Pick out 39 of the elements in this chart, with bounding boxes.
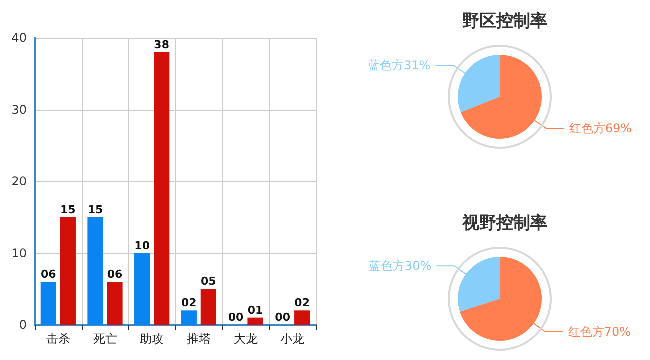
chart-title: 视野控制率 <box>462 214 548 234</box>
slice-label: 蓝色方30% <box>369 259 432 274</box>
data-label: 10 <box>134 239 150 252</box>
data-label: 02 <box>182 296 197 310</box>
x-tick-label: 小龙 <box>280 332 305 346</box>
data-label: 01 <box>248 304 264 317</box>
y-tick-label: 40 <box>12 31 27 45</box>
slice-label: 红色方70% <box>568 324 631 339</box>
x-tick-label: 击杀 <box>46 332 70 346</box>
bar <box>294 310 310 325</box>
x-tick-label: 大龙 <box>234 332 258 346</box>
bar <box>88 217 104 325</box>
data-label: 06 <box>41 268 57 281</box>
bar <box>200 289 216 325</box>
bar <box>107 282 123 325</box>
y-tick-label: 10 <box>12 246 27 260</box>
bar <box>248 318 264 325</box>
chart-title: 野区控制率 <box>462 12 548 32</box>
data-label: 02 <box>294 296 310 310</box>
y-tick-label: 20 <box>12 174 27 188</box>
x-tick-label: 死亡 <box>93 332 118 346</box>
bar <box>154 52 170 325</box>
y-tick-label: 0 <box>19 318 27 332</box>
slice-label: 红色方69% <box>569 121 632 136</box>
y-tick-label: 30 <box>12 102 27 117</box>
x-tick-label: 助攻 <box>140 332 164 346</box>
data-label: 00 <box>275 311 291 324</box>
data-label: 15 <box>88 203 104 216</box>
bar <box>40 282 56 325</box>
bar <box>134 253 150 325</box>
slice-label: 蓝色方31% <box>368 58 431 73</box>
data-label: 38 <box>154 38 170 52</box>
data-label: 15 <box>60 203 76 216</box>
bar <box>60 217 76 325</box>
data-label: 05 <box>201 275 216 288</box>
data-label: 00 <box>228 311 244 324</box>
x-tick-label: 推塔 <box>186 332 211 346</box>
bar <box>181 310 197 325</box>
data-label: 06 <box>107 268 124 281</box>
